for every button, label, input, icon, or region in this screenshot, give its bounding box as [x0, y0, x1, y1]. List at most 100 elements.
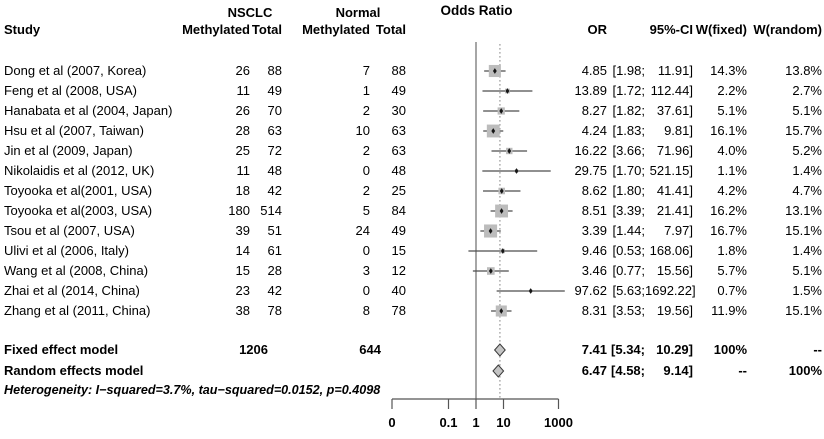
normal-methylated-value: 2 [362, 143, 370, 158]
ci-upper-value: 21.41] [656, 203, 693, 218]
nsclc-total-value: 42 [267, 283, 282, 298]
ci-upper-value: 15.56] [656, 263, 693, 278]
ci-upper-value: 41.41] [656, 183, 693, 198]
weight-fixed-value: 2.2% [717, 83, 747, 98]
x-axis-tick-label: 1 [472, 415, 479, 430]
nsclc-methylated-value: 39 [235, 223, 250, 238]
normal-total-value: 40 [391, 283, 406, 298]
study-name: Ulivi et al (2006, Italy) [4, 243, 129, 258]
ci-lower-value: [4.58; [611, 363, 645, 378]
or-value: 16.22 [574, 143, 607, 158]
nsclc-methylated-value: 11 [236, 83, 251, 98]
ci-lower-value: [1.82; [612, 103, 645, 118]
weight-fixed-value: 16.7% [710, 223, 747, 238]
table-row: Random effects model 6.47 [4.58; 9.14] -- 100… [0, 362, 824, 380]
or-value: 4.85 [581, 63, 607, 78]
ci-upper-value: 112.44] [650, 83, 693, 98]
study-name: Feng et al (2008, USA) [4, 83, 137, 98]
weight-fixed-value: 4.2% [717, 183, 747, 198]
nsclc-total-value: 61 [267, 243, 282, 258]
normal-total-value: 30 [391, 103, 406, 118]
weight-fixed-value: 1.8% [717, 243, 747, 258]
normal-total-pooled: 644 [359, 342, 381, 357]
or-value: 97.62 [574, 283, 607, 298]
column-group-nsclc: NSCLC [227, 5, 273, 20]
random-effects-label: Random effects model [4, 363, 144, 378]
ci-upper-value: 7.97] [664, 223, 693, 238]
nsclc-methylated-value: 14 [235, 243, 250, 258]
nsclc-total-value: 51 [267, 223, 282, 238]
column-group-normal: Normal [335, 5, 381, 20]
nsclc-methylated-value: 23 [235, 283, 250, 298]
ci-upper-value: 9.81] [664, 123, 693, 138]
study-name: Hanabata et al (2004, Japan) [4, 103, 173, 118]
normal-methylated-value: 3 [362, 263, 370, 278]
column-header-w-fixed: W(fixed) [695, 22, 747, 37]
column-header-normal-methylated: Methylated [302, 22, 370, 37]
ci-upper-value: 37.61] [656, 103, 693, 118]
ci-lower-value: [3.39; [612, 203, 645, 218]
or-value: 29.75 [574, 163, 607, 178]
weight-random-value: 100% [788, 363, 822, 378]
table-row: Nikolaidis et al (2012, UK) 11 48 0 48 29.75 [… [0, 162, 824, 180]
or-value: 8.62 [581, 183, 607, 198]
study-name: Dong et al (2007, Korea) [4, 63, 147, 78]
table-row: Toyooka et al(2001, USA) 18 42 2 25 8.62 [1.80… [0, 182, 824, 200]
column-header-normal-total: Total [375, 22, 406, 37]
or-value: 8.27 [581, 103, 607, 118]
normal-total-value: 48 [391, 163, 406, 178]
weight-fixed-value: 5.1% [717, 103, 747, 118]
weight-fixed-value: 16.1% [710, 123, 747, 138]
study-name: Zhang et al (2011, China) [4, 303, 151, 318]
column-header-or: OR [587, 22, 608, 37]
weight-fixed-value: -- [738, 363, 747, 378]
normal-total-value: 49 [391, 223, 406, 238]
weight-random-value: 5.1% [792, 263, 822, 278]
nsclc-methylated-value: 26 [235, 63, 250, 78]
ci-upper-value: 19.56] [656, 303, 693, 318]
weight-random-value: -- [813, 342, 822, 357]
nsclc-total-value: 42 [267, 183, 282, 198]
nsclc-total-value: 63 [267, 123, 282, 138]
or-value: 13.89 [574, 83, 607, 98]
normal-total-value: 63 [391, 143, 406, 158]
nsclc-methylated-value: 28 [235, 123, 250, 138]
study-name: Nikolaidis et al (2012, UK) [4, 163, 155, 178]
nsclc-total-value: 49 [267, 83, 282, 98]
weight-random-value: 15.1% [785, 223, 822, 238]
normal-methylated-value: 2 [362, 103, 370, 118]
table-row: Tsou et al (2007, USA) 39 51 24 49 3.39 [1.44;… [0, 222, 824, 240]
x-axis-tick-label: 10 [496, 415, 510, 430]
x-axis-tick-label: 1000 [544, 415, 573, 430]
column-header-nsclc-methylated: Methylated [182, 22, 250, 37]
study-name: Jin et al (2009, Japan) [4, 143, 133, 158]
x-axis-tick-label: 0 [388, 415, 395, 430]
normal-total-value: 63 [391, 123, 406, 138]
weight-fixed-value: 16.2% [710, 203, 747, 218]
or-value: 4.24 [581, 123, 607, 138]
study-name: Wang et al (2008, China) [4, 263, 149, 278]
study-name: Zhai et al (2014, China) [4, 283, 140, 298]
or-value: 6.47 [581, 363, 607, 378]
weight-random-value: 1.5% [792, 283, 822, 298]
or-value: 8.31 [581, 303, 607, 318]
nsclc-total-value: 70 [267, 103, 282, 118]
ci-upper-value: 71.96] [656, 143, 693, 158]
nsclc-methylated-value: 180 [228, 203, 250, 218]
nsclc-methylated-value: 26 [235, 103, 250, 118]
x-axis-tick-label: 0.1 [439, 415, 457, 430]
table-row: Wang et al (2008, China) 15 28 3 12 3.46 [0.77… [0, 262, 824, 280]
nsclc-total-value: 78 [267, 303, 282, 318]
column-header-nsclc-total: Total [251, 22, 282, 37]
weight-fixed-value: 100% [713, 342, 747, 357]
fixed-effect-label: Fixed effect model [4, 342, 119, 357]
normal-methylated-value: 10 [355, 123, 370, 138]
ci-lower-value: [1.44; [612, 223, 645, 238]
weight-fixed-value: 1.1% [717, 163, 747, 178]
normal-methylated-value: 0 [362, 283, 370, 298]
normal-methylated-value: 0 [362, 163, 370, 178]
or-value: 9.46 [581, 243, 607, 258]
ci-lower-value: [1.80; [612, 183, 645, 198]
normal-total-value: 84 [391, 203, 406, 218]
